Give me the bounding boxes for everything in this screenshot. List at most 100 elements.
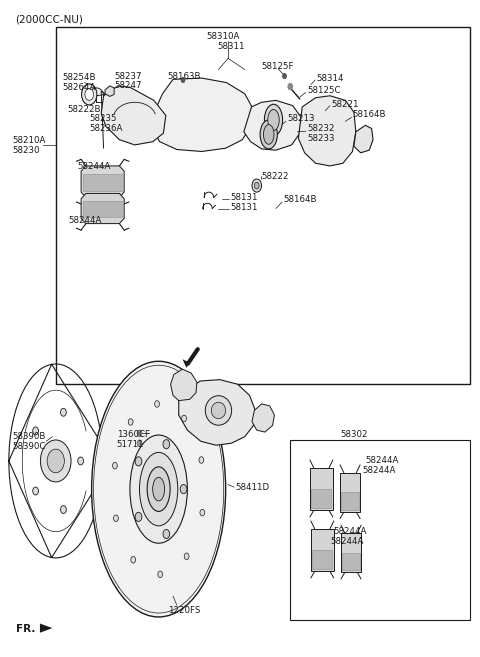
Ellipse shape — [264, 104, 283, 136]
Text: (2000CC-NU): (2000CC-NU) — [15, 14, 83, 24]
Circle shape — [184, 553, 189, 560]
Circle shape — [78, 457, 84, 465]
Circle shape — [200, 509, 205, 516]
Text: 58264A: 58264A — [62, 83, 96, 92]
Polygon shape — [81, 166, 124, 197]
Circle shape — [137, 440, 142, 447]
Ellipse shape — [92, 361, 226, 617]
Ellipse shape — [153, 478, 165, 501]
Text: FR.: FR. — [16, 623, 36, 634]
Polygon shape — [153, 78, 252, 152]
Polygon shape — [40, 623, 52, 633]
Polygon shape — [182, 359, 190, 368]
Circle shape — [135, 457, 142, 466]
Ellipse shape — [140, 453, 178, 526]
Bar — [56, 27, 470, 384]
Text: 58302: 58302 — [340, 430, 368, 440]
Text: 58210A: 58210A — [12, 136, 46, 145]
Text: 58164B: 58164B — [352, 110, 386, 120]
Circle shape — [199, 457, 204, 463]
Text: 58237: 58237 — [115, 72, 142, 81]
Text: 58164B: 58164B — [283, 195, 317, 204]
Circle shape — [85, 89, 94, 101]
Circle shape — [113, 515, 118, 522]
Polygon shape — [101, 86, 166, 145]
Circle shape — [288, 83, 293, 90]
Bar — [312, 551, 332, 570]
Circle shape — [128, 419, 133, 425]
Text: 58232: 58232 — [307, 124, 335, 133]
Text: 58244A: 58244A — [69, 215, 102, 225]
Text: 58244A: 58244A — [333, 527, 367, 536]
Text: 51711: 51711 — [117, 440, 144, 449]
Circle shape — [33, 427, 38, 435]
Text: 58163B: 58163B — [167, 72, 201, 81]
Ellipse shape — [211, 402, 226, 419]
Bar — [342, 553, 360, 570]
Circle shape — [155, 401, 159, 407]
Text: 58254B: 58254B — [62, 73, 96, 82]
Polygon shape — [179, 380, 255, 445]
Text: 58390B: 58390B — [12, 432, 46, 442]
Circle shape — [137, 430, 142, 437]
Bar — [312, 489, 331, 509]
Text: 58310A: 58310A — [206, 32, 240, 41]
Text: 58131: 58131 — [230, 193, 258, 202]
Text: 58125F: 58125F — [262, 62, 294, 72]
Text: 58131: 58131 — [230, 203, 258, 212]
Ellipse shape — [130, 435, 187, 543]
Circle shape — [40, 440, 71, 482]
Circle shape — [135, 512, 142, 522]
Polygon shape — [252, 404, 275, 432]
Circle shape — [60, 506, 66, 514]
Polygon shape — [244, 101, 301, 150]
Ellipse shape — [264, 125, 274, 145]
Ellipse shape — [205, 396, 232, 425]
Polygon shape — [299, 96, 356, 166]
Text: 58125C: 58125C — [307, 86, 340, 95]
Polygon shape — [340, 473, 360, 512]
Ellipse shape — [260, 120, 277, 149]
Bar — [83, 174, 123, 191]
Text: 58314: 58314 — [317, 74, 344, 83]
Polygon shape — [81, 193, 124, 223]
Circle shape — [180, 484, 187, 493]
Circle shape — [60, 409, 66, 417]
Circle shape — [181, 78, 185, 83]
Text: 58213: 58213 — [287, 114, 314, 124]
Polygon shape — [310, 468, 333, 510]
Bar — [83, 200, 123, 217]
Circle shape — [163, 530, 169, 539]
Text: 1220FS: 1220FS — [168, 606, 201, 615]
Polygon shape — [170, 369, 197, 401]
Text: 58390C: 58390C — [12, 442, 46, 451]
Bar — [341, 492, 359, 510]
Text: 58221: 58221 — [331, 100, 359, 109]
Text: 58233: 58233 — [307, 134, 335, 143]
Text: 58244A: 58244A — [362, 466, 396, 475]
Polygon shape — [354, 125, 373, 153]
Text: 58411D: 58411D — [235, 483, 269, 491]
Polygon shape — [105, 86, 114, 97]
Circle shape — [158, 571, 163, 578]
Text: 58244A: 58244A — [365, 457, 399, 465]
Ellipse shape — [268, 110, 279, 131]
Polygon shape — [311, 529, 334, 572]
Circle shape — [163, 440, 169, 449]
Text: 58236A: 58236A — [89, 124, 122, 133]
Bar — [290, 440, 470, 620]
Text: 58247: 58247 — [115, 81, 142, 91]
Text: 58311: 58311 — [217, 42, 244, 51]
Text: 58244A: 58244A — [77, 162, 111, 171]
Circle shape — [82, 84, 97, 105]
Circle shape — [131, 556, 136, 563]
Ellipse shape — [147, 467, 170, 511]
Circle shape — [252, 179, 262, 192]
Circle shape — [254, 182, 259, 189]
Circle shape — [47, 449, 64, 473]
Text: 58235: 58235 — [89, 114, 117, 124]
Polygon shape — [341, 533, 361, 572]
Circle shape — [181, 415, 186, 422]
Text: 58222B: 58222B — [68, 105, 101, 114]
Circle shape — [283, 74, 287, 79]
